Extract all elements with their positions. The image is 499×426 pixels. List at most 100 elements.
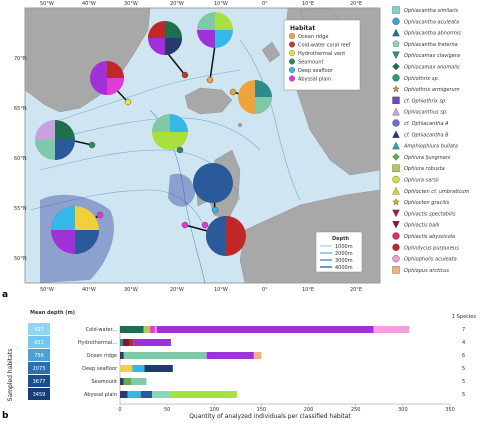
mean-depth-cell	[28, 388, 50, 400]
abyssal-patch	[168, 173, 195, 207]
species-label: Ophiolycus purpureus	[404, 245, 459, 251]
species-count-title: Σ Species	[452, 314, 476, 320]
lat-label: 55°N	[14, 206, 27, 212]
species-label: Ophiactis spectabilis	[404, 211, 456, 217]
species-label: Amphiophiura bullata	[403, 144, 458, 150]
x-ticks: 0 50 100 150 200 250 300 350	[118, 404, 455, 413]
species-label: Ophiocten cf. umbraticum	[404, 189, 469, 195]
species-label: Ophiura sarsii	[404, 178, 439, 184]
species-label: cf. Ophiothrix sp.	[404, 98, 447, 104]
habitat-label: Abyssal plain	[298, 77, 331, 83]
bar-segment	[122, 339, 130, 346]
circle-icon	[392, 17, 400, 25]
station-marker	[124, 98, 132, 106]
lat-label: 65°N	[14, 106, 27, 112]
y-axis-title: Sampled habitats	[7, 349, 14, 402]
category-label: Abyssal plain	[84, 392, 117, 398]
star-icon	[392, 85, 400, 93]
lon-label: 0°	[262, 287, 268, 293]
species-count: 6	[462, 353, 465, 359]
greenland-land	[24, 7, 151, 113]
pie-slice	[215, 30, 233, 48]
habitat-swatch	[289, 67, 295, 73]
pie-slice	[165, 38, 182, 55]
pie-slice	[75, 230, 99, 254]
species-count: 4	[462, 340, 465, 346]
species-label: Ophiura robusta	[404, 166, 445, 172]
species-label: Ophiopus arcticus	[404, 268, 449, 274]
star-icon	[392, 198, 400, 206]
category-label: Seamount	[91, 379, 117, 385]
species-count: 5	[462, 392, 465, 398]
bar-segment	[120, 365, 133, 372]
lon-label: 20°W	[170, 1, 184, 7]
panel-letter-b: b	[2, 411, 9, 421]
lon-label: 30°W	[124, 1, 138, 7]
mean-depth-cell	[28, 375, 50, 387]
category-labels: Cold-water... Hydrothermal... Ocean ridge D…	[78, 327, 118, 398]
x-tick-label: 50	[164, 407, 170, 413]
bar-segment	[373, 326, 410, 333]
contour-line	[29, 189, 211, 241]
habitat-legend-box	[283, 19, 361, 91]
pie-slice	[215, 12, 233, 30]
bar-segment	[120, 326, 144, 333]
bar-segment	[154, 326, 157, 333]
species-label: Ophiactis balli	[404, 223, 440, 229]
category-label: Hydrothermal...	[78, 340, 118, 346]
habitat-legend: Habitat Ocean ridge Cold-water coral reef…	[283, 19, 361, 91]
lon-label: 10°W	[214, 287, 228, 293]
triangle-icon	[392, 130, 400, 138]
species-counts: 7 4 6 5 5 5	[462, 327, 465, 398]
depth-legend-title: Depth	[332, 236, 350, 242]
x-tick-label: 250	[351, 407, 361, 413]
square-icon	[392, 164, 400, 172]
habitat-swatch	[289, 41, 295, 48]
category-label: Cold-water...	[86, 327, 118, 333]
bottom-lon-labels: 50°W 40°W 30°W 20°W 10°W 0° 10°E 20°E	[40, 287, 362, 293]
square-icon	[392, 6, 400, 14]
map-panel: 50°W 40°W 30°W 20°W 10°W 0° 10°E 20°E 50…	[2, 1, 469, 300]
mean-depth-cell	[28, 362, 50, 374]
species-count: 5	[462, 366, 465, 372]
pie-slice	[197, 12, 215, 30]
triangle-icon	[392, 28, 400, 37]
category-label: Ocean ridge	[87, 353, 117, 359]
habitat-legend-title: Habitat	[290, 25, 315, 32]
x-tick-label: 100	[210, 407, 220, 413]
pie-slice	[152, 114, 170, 132]
species-label: Ophiactis abyssicola	[404, 234, 455, 240]
habitat-label: Seamount	[298, 60, 324, 66]
contour-line	[59, 69, 241, 121]
bar-segment	[143, 326, 151, 333]
pie-slice	[148, 21, 165, 38]
depth-label: 2000m	[335, 251, 353, 257]
x-tick-label: 200	[304, 407, 314, 413]
lon-label: 20°E	[350, 287, 362, 293]
bar-segment	[170, 391, 237, 398]
pie-pointer	[209, 44, 216, 81]
lon-label: 10°E	[302, 287, 314, 293]
pie-slice	[35, 120, 55, 140]
species-label: Ophiothrix armigerum	[404, 87, 460, 93]
pie-station	[193, 163, 233, 214]
depth-label: 1000m	[335, 244, 353, 250]
mean-depth-title: Mean depth (m)	[30, 310, 75, 316]
pie-full	[193, 163, 233, 203]
category-label: Deep seafloor	[82, 366, 118, 372]
species-legend: Ophiacantha similaris Ophiacantha aculeat…	[392, 6, 469, 274]
pie-station	[51, 206, 104, 254]
mean-depth-value: 3677	[33, 379, 46, 385]
diamond-icon	[392, 153, 400, 161]
species-label: Ophiacantha aculeata	[404, 19, 459, 25]
station-marker	[211, 206, 219, 214]
station-marker	[88, 141, 96, 149]
station-marker	[181, 71, 189, 79]
species-count: 5	[462, 379, 465, 385]
mean-depth-cell	[28, 336, 50, 348]
circle-icon	[392, 243, 400, 251]
species-label: Ophiacantha abnormis	[404, 31, 461, 37]
species-label: cf. Ophiacantha B	[404, 132, 449, 138]
mean-depth-value: 651	[34, 340, 44, 346]
